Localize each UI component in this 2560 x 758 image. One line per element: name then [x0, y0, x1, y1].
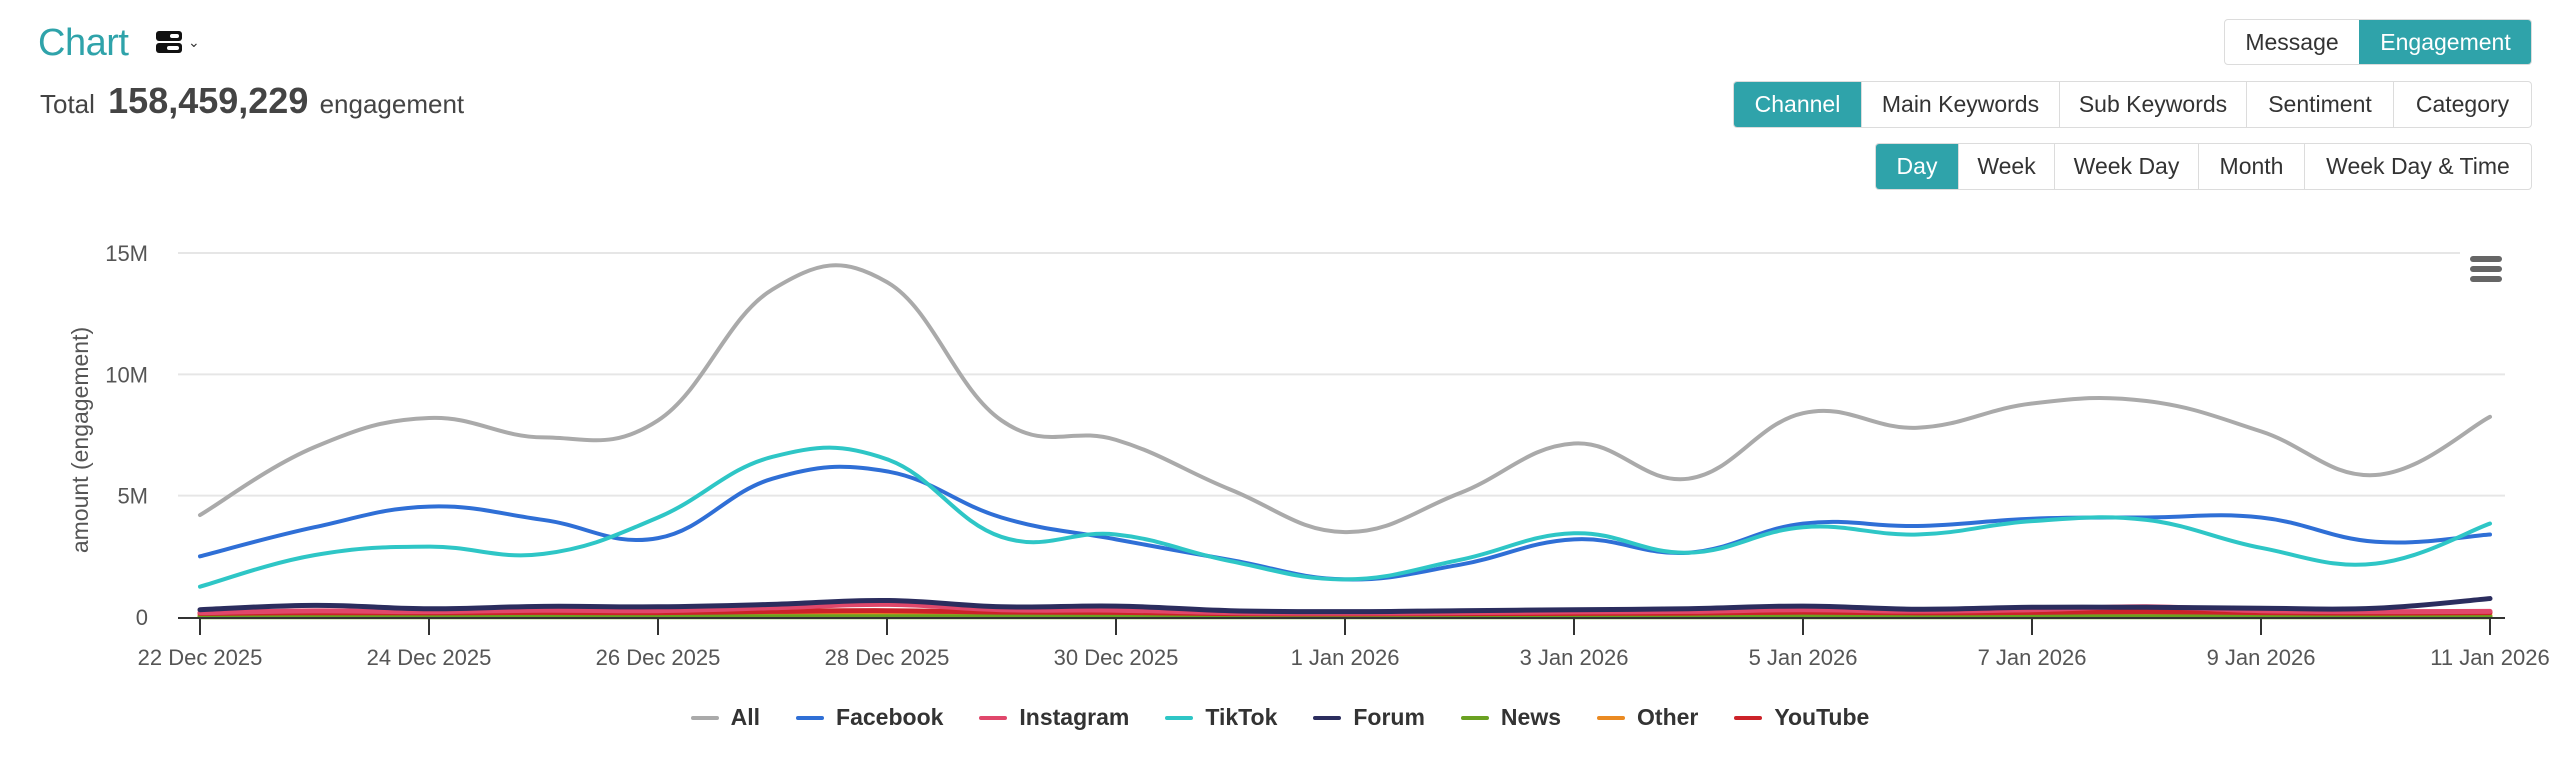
layout-toggle-icon: [156, 31, 182, 53]
tab-day[interactable]: Day: [1876, 144, 1958, 189]
x-tick-label: 22 Dec 2025: [138, 645, 263, 670]
tab-category[interactable]: Category: [2393, 82, 2531, 127]
series-line-forum: [197, 596, 2493, 615]
legend-label: Instagram: [1019, 704, 1130, 730]
tab-engagement[interactable]: Engagement: [2359, 20, 2531, 64]
hamburger-menu-icon: [2470, 256, 2502, 282]
legend-swatch: [796, 715, 825, 720]
chevron-down-icon: ⌄: [188, 33, 200, 50]
view-toggle-dropdown[interactable]: ⌄: [156, 30, 204, 54]
x-tick-label: 5 Jan 2026: [1749, 645, 1858, 670]
legend-swatch: [1460, 715, 1489, 720]
series-line-all: [198, 263, 2492, 535]
legend-label: TikTok: [1205, 704, 1278, 730]
dimension-toggle-group: Channel Main Keywords Sub Keywords Senti…: [1733, 81, 2532, 128]
time-granularity-group: Day Week Week Day Month Week Day & Time: [1875, 143, 2532, 190]
legend-swatch: [1165, 715, 1194, 720]
legend-item-news[interactable]: News: [1460, 704, 1562, 731]
chart-legend: All Facebook Instagram TikTok Forum News Other…: [0, 704, 2560, 731]
x-axis: 22 Dec 2025 24 Dec 2025 26 Dec 2025 28 Dec …: [138, 617, 2550, 670]
tab-channel[interactable]: Channel: [1734, 82, 1861, 127]
legend-swatch: [1313, 715, 1342, 720]
legend-item-other[interactable]: Other: [1597, 704, 1698, 731]
y-axis-title: amount (engagement): [67, 327, 93, 553]
total-suffix: engagement: [319, 89, 465, 119]
x-tick-label: 1 Jan 2026: [1291, 645, 1400, 670]
legend-item-youtube[interactable]: YouTube: [1734, 704, 1869, 731]
grid-lines: [178, 252, 2505, 497]
tab-week-day-time[interactable]: Week Day & Time: [2304, 144, 2531, 189]
tab-message[interactable]: Message: [2245, 28, 2339, 55]
x-tick-label: 26 Dec 2025: [596, 645, 721, 670]
tab-month[interactable]: Month: [2198, 144, 2304, 189]
x-tick-label: 30 Dec 2025: [1054, 645, 1179, 670]
total-summary: Total 158,459,229 engagement: [40, 80, 464, 122]
legend-label: Other: [1637, 704, 1699, 730]
series-line-tiktok: [198, 445, 2492, 589]
tab-week[interactable]: Week: [1958, 144, 2054, 189]
y-tick-label: 5M: [117, 484, 148, 509]
y-tick-label: 10M: [105, 362, 148, 387]
legend-label: Facebook: [836, 704, 944, 730]
legend-item-instagram[interactable]: Instagram: [979, 704, 1129, 731]
x-tick-label: 7 Jan 2026: [1978, 645, 2087, 670]
legend-item-all[interactable]: All: [690, 704, 761, 731]
metric-toggle-group: Message Engagement: [2224, 19, 2532, 65]
tab-sentiment[interactable]: Sentiment: [2246, 82, 2393, 127]
legend-item-forum[interactable]: Forum: [1313, 704, 1425, 731]
chart-title: Chart: [38, 22, 129, 64]
tab-week-day[interactable]: Week Day: [2054, 144, 2198, 189]
total-value: 158,459,229: [108, 80, 309, 121]
tab-sub-keywords[interactable]: Sub Keywords: [2059, 82, 2246, 127]
legend-label: All: [730, 704, 761, 730]
x-tick-label: 9 Jan 2026: [2207, 645, 2316, 670]
legend-label: News: [1500, 704, 1562, 730]
x-tick-label: 28 Dec 2025: [825, 645, 950, 670]
legend-swatch: [979, 715, 1008, 720]
y-axis: 0 5M 10M 15M: [105, 241, 148, 630]
legend-item-tiktok[interactable]: TikTok: [1165, 704, 1277, 731]
legend-swatch: [690, 715, 719, 720]
y-tick-label: 0: [136, 605, 148, 630]
y-tick-label: 15M: [105, 241, 148, 266]
series-line-facebook: [198, 464, 2492, 582]
legend-swatch: [1597, 715, 1626, 720]
tab-main-keywords[interactable]: Main Keywords: [1861, 82, 2059, 127]
chart-menu-button[interactable]: [2470, 256, 2502, 282]
series-lines: [197, 263, 2493, 620]
legend-label: Forum: [1353, 704, 1425, 730]
legend-label: YouTube: [1774, 704, 1870, 730]
x-tick-label: 24 Dec 2025: [367, 645, 492, 670]
x-tick-label: 3 Jan 2026: [1520, 645, 1629, 670]
total-prefix: Total: [40, 89, 95, 119]
legend-swatch: [1734, 715, 1763, 720]
legend-item-facebook[interactable]: Facebook: [796, 704, 943, 731]
x-tick-label: 11 Jan 2026: [2430, 645, 2549, 670]
